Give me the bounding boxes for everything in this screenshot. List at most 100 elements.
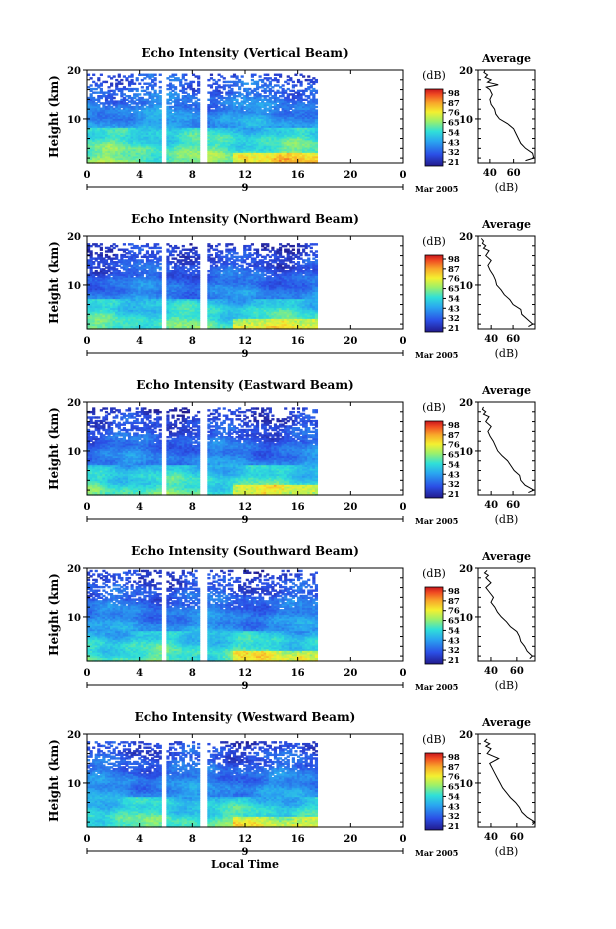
average-y-tick-label: 10 [459,447,473,458]
chart-panel-2: Echo Intensity (Northward Beam) 10 20 0 4 8 12… [47,212,536,360]
chart-title: Echo Intensity (Southward Beam) [131,544,359,558]
x-tick-label: 4 [136,834,143,845]
colorbar-tick-label: 76 [448,275,460,285]
colorbar [424,254,444,333]
average-title: Average [481,384,531,397]
x-tick-label: 0 [400,668,407,679]
heatmap [87,569,319,662]
average-x-tick-label: 40 [484,666,498,677]
x-tick-label: 20 [343,834,357,845]
colorbar-tick-label: 21 [448,158,460,168]
colorbar-tick-label: 76 [448,607,460,617]
y-tick-label: 20 [67,730,81,741]
x-tick-label: 20 [343,668,357,679]
average-y-tick-label: 20 [459,730,473,741]
x-tick-label: 12 [238,170,252,181]
x-tick-label: 12 [238,336,252,347]
x-tick-label: 20 [343,170,357,181]
average-profile-line [483,69,535,162]
average-profile-panel: Average 10 20 40 60 (dB) [459,52,536,194]
average-profile-panel: Average 10 20 40 60 (dB) [459,716,536,858]
x-tick-label: 0 [400,336,407,347]
date-label: Mar 2005 [415,350,458,360]
colorbar-tick-label: 54 [448,460,460,470]
colorbar-tick-label: 65 [448,285,460,295]
average-frame [477,401,536,496]
colorbar-tick-label: 76 [448,109,460,119]
x-tick-label: 12 [238,502,252,513]
colorbar-tick-label: 65 [448,451,460,461]
colorbar-tick-label: 87 [448,431,460,441]
y-tick-label: 20 [67,232,81,243]
chart-panel-3: Echo Intensity (Eastward Beam) 10 20 0 4 8 12 1… [47,378,536,526]
x-tick-label: 4 [136,170,143,181]
colorbar-tick-label: 65 [448,617,460,627]
y-tick-label: 10 [67,115,81,126]
average-frame [477,733,536,828]
x-tick-label: 20 [343,502,357,513]
colorbar-tick-label: 32 [448,314,460,324]
average-y-tick-label: 20 [459,398,473,409]
average-y-tick-label: 10 [459,613,473,624]
date-label: Mar 2005 [415,184,458,194]
average-profile-panel: Average 10 20 40 60 (dB) [459,550,536,692]
average-x-label: (dB) [495,347,519,360]
average-x-tick-label: 40 [484,500,498,511]
colorbar [424,752,444,831]
average-frame [477,567,536,662]
colorbar-tick-label: 54 [448,626,460,636]
colorbar-tick-label: 32 [448,148,460,158]
date-label: Mar 2005 [415,682,458,692]
colorbar-tick-label: 65 [448,783,460,793]
colorbar-tick-label: 87 [448,597,460,607]
x-tick-label: 0 [400,502,407,513]
x-tick-label: 8 [189,668,196,679]
x-tick-label: 8 [189,502,196,513]
chart-title: Echo Intensity (Eastward Beam) [136,378,353,392]
chart-panel-1: Echo Intensity (Vertical Beam) 10 20 0 4 8 12 1… [47,46,536,194]
colorbar-tick-label: 21 [448,324,460,334]
x-tick-label: 16 [291,834,305,845]
average-x-tick-label: 60 [507,168,521,179]
colorbar-tick-label: 98 [448,587,460,597]
chart-panel-5: Echo Intensity (Westward Beam) 10 20 0 4 8 12 1… [47,710,536,871]
x-axis-label: Local Time [211,858,279,871]
colorbar-tick-label: 87 [448,265,460,275]
colorbar-tick-label: 32 [448,646,460,656]
colorbar-tick-label: 21 [448,822,460,832]
heatmap [87,73,319,164]
colorbar-tick-label: 98 [448,89,460,99]
average-y-tick-label: 20 [459,232,473,243]
colorbar-tick-label: 43 [448,470,460,480]
colorbar-tick-label: 43 [448,138,460,148]
y-tick-label: 10 [67,613,81,624]
x-tick-label: 4 [136,336,143,347]
x-tick-label: 0 [84,336,91,347]
heatmap [87,243,319,330]
x-tick-label: 8 [189,336,196,347]
date-label: Mar 2005 [415,516,458,526]
colorbar-tick-label: 54 [448,128,460,138]
x-tick-label: 16 [291,170,305,181]
colorbar-tick-label: 21 [448,656,460,666]
average-title: Average [481,716,531,729]
x-tick-label: 0 [84,170,91,181]
chart-title: Echo Intensity (Northward Beam) [131,212,359,226]
colorbar-tick-label: 76 [448,773,460,783]
colorbar-tick-label: 32 [448,812,460,822]
x-tick-label: 20 [343,336,357,347]
average-x-tick-label: 60 [510,832,524,843]
colorbar-unit: (dB) [422,401,446,414]
average-y-tick-label: 20 [459,66,473,77]
average-profile-panel: Average 10 20 40 60 (dB) [459,218,536,360]
average-x-tick-label: 60 [506,500,520,511]
colorbar-tick-label: 21 [448,490,460,500]
x-tick-label: 0 [84,834,91,845]
day-label: 9 [242,681,249,692]
average-frame [477,235,536,330]
y-tick-label: 10 [67,281,81,292]
colorbar-unit: (dB) [422,235,446,248]
date-label: Mar 2005 [415,848,458,858]
colorbar-tick-label: 43 [448,802,460,812]
heatmap [87,407,319,496]
